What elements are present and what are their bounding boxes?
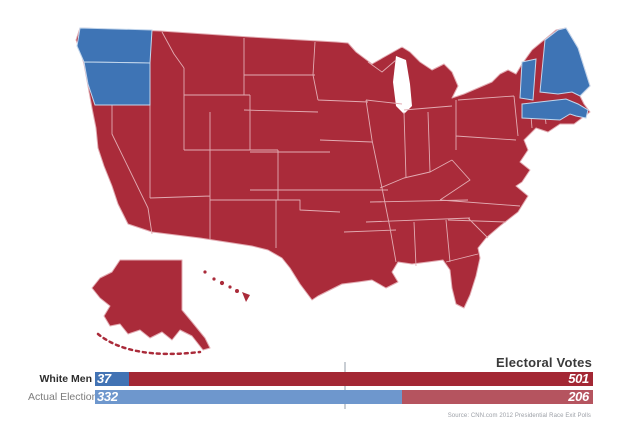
dem-segment: 332 bbox=[95, 389, 403, 404]
rep-segment: 501 bbox=[129, 372, 593, 386]
rep-value: 501 bbox=[568, 371, 589, 386]
dem-segment: 37 bbox=[95, 371, 130, 386]
state-alaska bbox=[91, 259, 211, 351]
bar-track: 332 206 bbox=[95, 390, 593, 404]
state-washington bbox=[76, 27, 153, 64]
dem-value: 37 bbox=[97, 371, 111, 386]
lake-michigan bbox=[393, 56, 412, 114]
chart-rows: White Men 37 501 Actual Election 332 bbox=[28, 372, 593, 408]
aleutian-islands bbox=[96, 332, 202, 356]
bar-row-actual-election: Actual Election 332 206 bbox=[28, 390, 593, 404]
us-electoral-map bbox=[75, 27, 591, 356]
source-credit: Source: CNN.com 2012 Presidential Race E… bbox=[447, 413, 591, 419]
us-map-svg bbox=[75, 27, 591, 356]
rep-segment: 206 bbox=[402, 390, 593, 404]
row-label: White Men bbox=[39, 373, 93, 385]
rep-value: 206 bbox=[568, 389, 589, 404]
state-vermont bbox=[519, 58, 537, 101]
state-oregon bbox=[83, 61, 151, 106]
electoral-votes-chart: Electoral Votes White Men 37 501 Actual … bbox=[28, 355, 593, 423]
bar-track: 37 501 bbox=[95, 372, 593, 386]
dem-value: 332 bbox=[97, 389, 118, 404]
row-label: Actual Election bbox=[28, 391, 98, 403]
chart-title: Electoral Votes bbox=[496, 355, 592, 370]
state-maine bbox=[539, 27, 591, 97]
state-hawaii bbox=[203, 270, 250, 302]
continental-us bbox=[75, 27, 591, 309]
state-massachusetts bbox=[521, 98, 589, 121]
bar-row-white-men: White Men 37 501 bbox=[28, 372, 593, 386]
